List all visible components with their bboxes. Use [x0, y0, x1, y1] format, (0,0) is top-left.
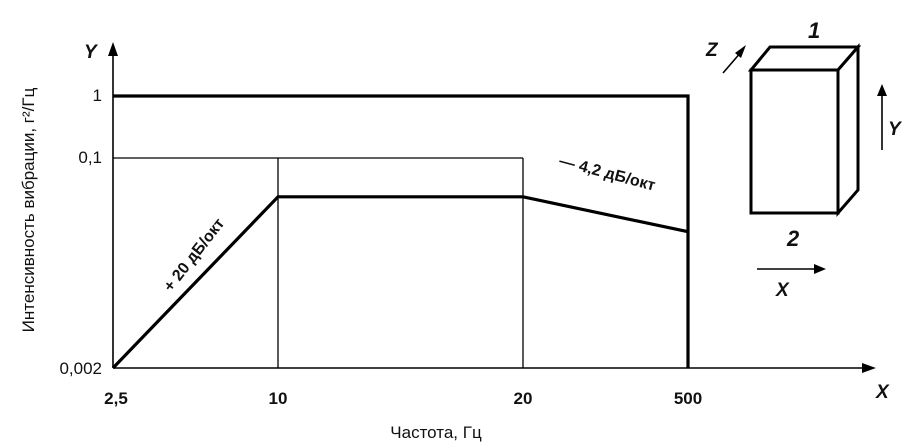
x-tick-label-500: 500 — [674, 389, 702, 408]
envelope-line — [113, 94, 690, 368]
y-arrow-head — [877, 84, 887, 96]
z-direction-label: Z — [705, 40, 719, 61]
y-axis-letter: Y — [84, 42, 99, 63]
y-axis-title: Интенсивность вибрации, г²/Гц — [19, 87, 38, 332]
annotation-fall: — 4,2 дБ/окт — [557, 153, 657, 195]
x-axis-letter: X — [875, 382, 890, 403]
x-direction-label: X — [775, 280, 790, 301]
box-label-2: 2 — [786, 226, 800, 251]
z-arrow-head — [735, 45, 746, 58]
x-tick-label-2-5: 2,5 — [104, 389, 128, 408]
box-label-1: 1 — [808, 18, 820, 43]
y-direction-label: Y — [888, 119, 903, 140]
orientation-inset: 1 2 Z Y X — [705, 18, 903, 301]
y-tick-label-0-002: 0,002 — [59, 359, 102, 378]
x-arrow-head — [814, 264, 826, 274]
y-tick-label-1: 1 — [93, 86, 102, 105]
box-side — [836, 42, 860, 218]
y-axis-arrow — [108, 42, 118, 56]
x-axis-title: Частота, Гц — [390, 423, 482, 442]
x-axis-arrow — [862, 363, 876, 373]
x-tick-label-10: 10 — [269, 389, 288, 408]
y-tick-label-0-1: 0,1 — [78, 148, 102, 167]
series-line — [111, 195, 689, 370]
box-front — [749, 68, 840, 215]
x-tick-label-20: 20 — [514, 389, 533, 408]
